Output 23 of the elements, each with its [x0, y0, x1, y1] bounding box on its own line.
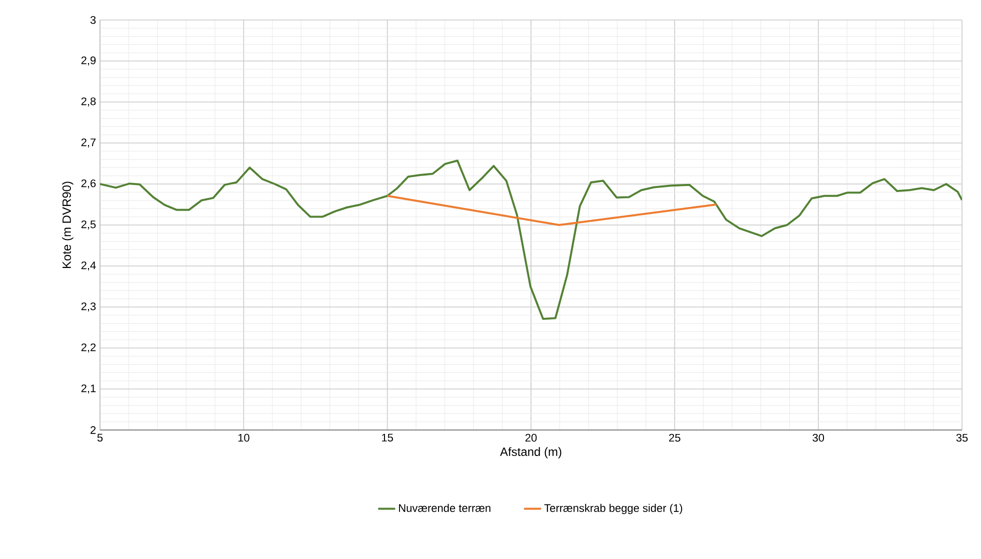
- x-tick-label: 5: [97, 434, 103, 442]
- line-series: [100, 160, 962, 320]
- y-tick-label: 2,2: [81, 343, 96, 353]
- x-tick-label: 30: [812, 434, 824, 442]
- y-tick-label: 2: [90, 426, 96, 434]
- y-tick-label: 2,4: [81, 261, 96, 271]
- y-axis-title: Kote (m DVR90): [62, 182, 74, 268]
- y-tick-label: 2,9: [81, 56, 96, 66]
- x-axis-title: Afstand (m): [500, 447, 562, 458]
- x-tick-label: 15: [382, 434, 393, 442]
- x-tick-label: 25: [669, 434, 680, 442]
- y-tick-label: 2,7: [81, 138, 96, 148]
- x-tick-label: 35: [956, 434, 968, 442]
- y-tick-label: 2,5: [81, 220, 96, 230]
- y-tick-label: 3: [90, 16, 96, 24]
- y-tick-label: 2,3: [81, 302, 96, 312]
- y-tick-label: 2,1: [81, 384, 96, 394]
- x-tick-label: 20: [525, 434, 537, 442]
- legend-label: Nuværende terræn: [399, 504, 490, 512]
- legend-label: Terrænskrab begge sider (1): [544, 504, 682, 514]
- x-tick-label: 10: [238, 434, 250, 442]
- y-tick-label: 2,8: [81, 97, 96, 107]
- y-tick-label: 2,6: [81, 179, 96, 189]
